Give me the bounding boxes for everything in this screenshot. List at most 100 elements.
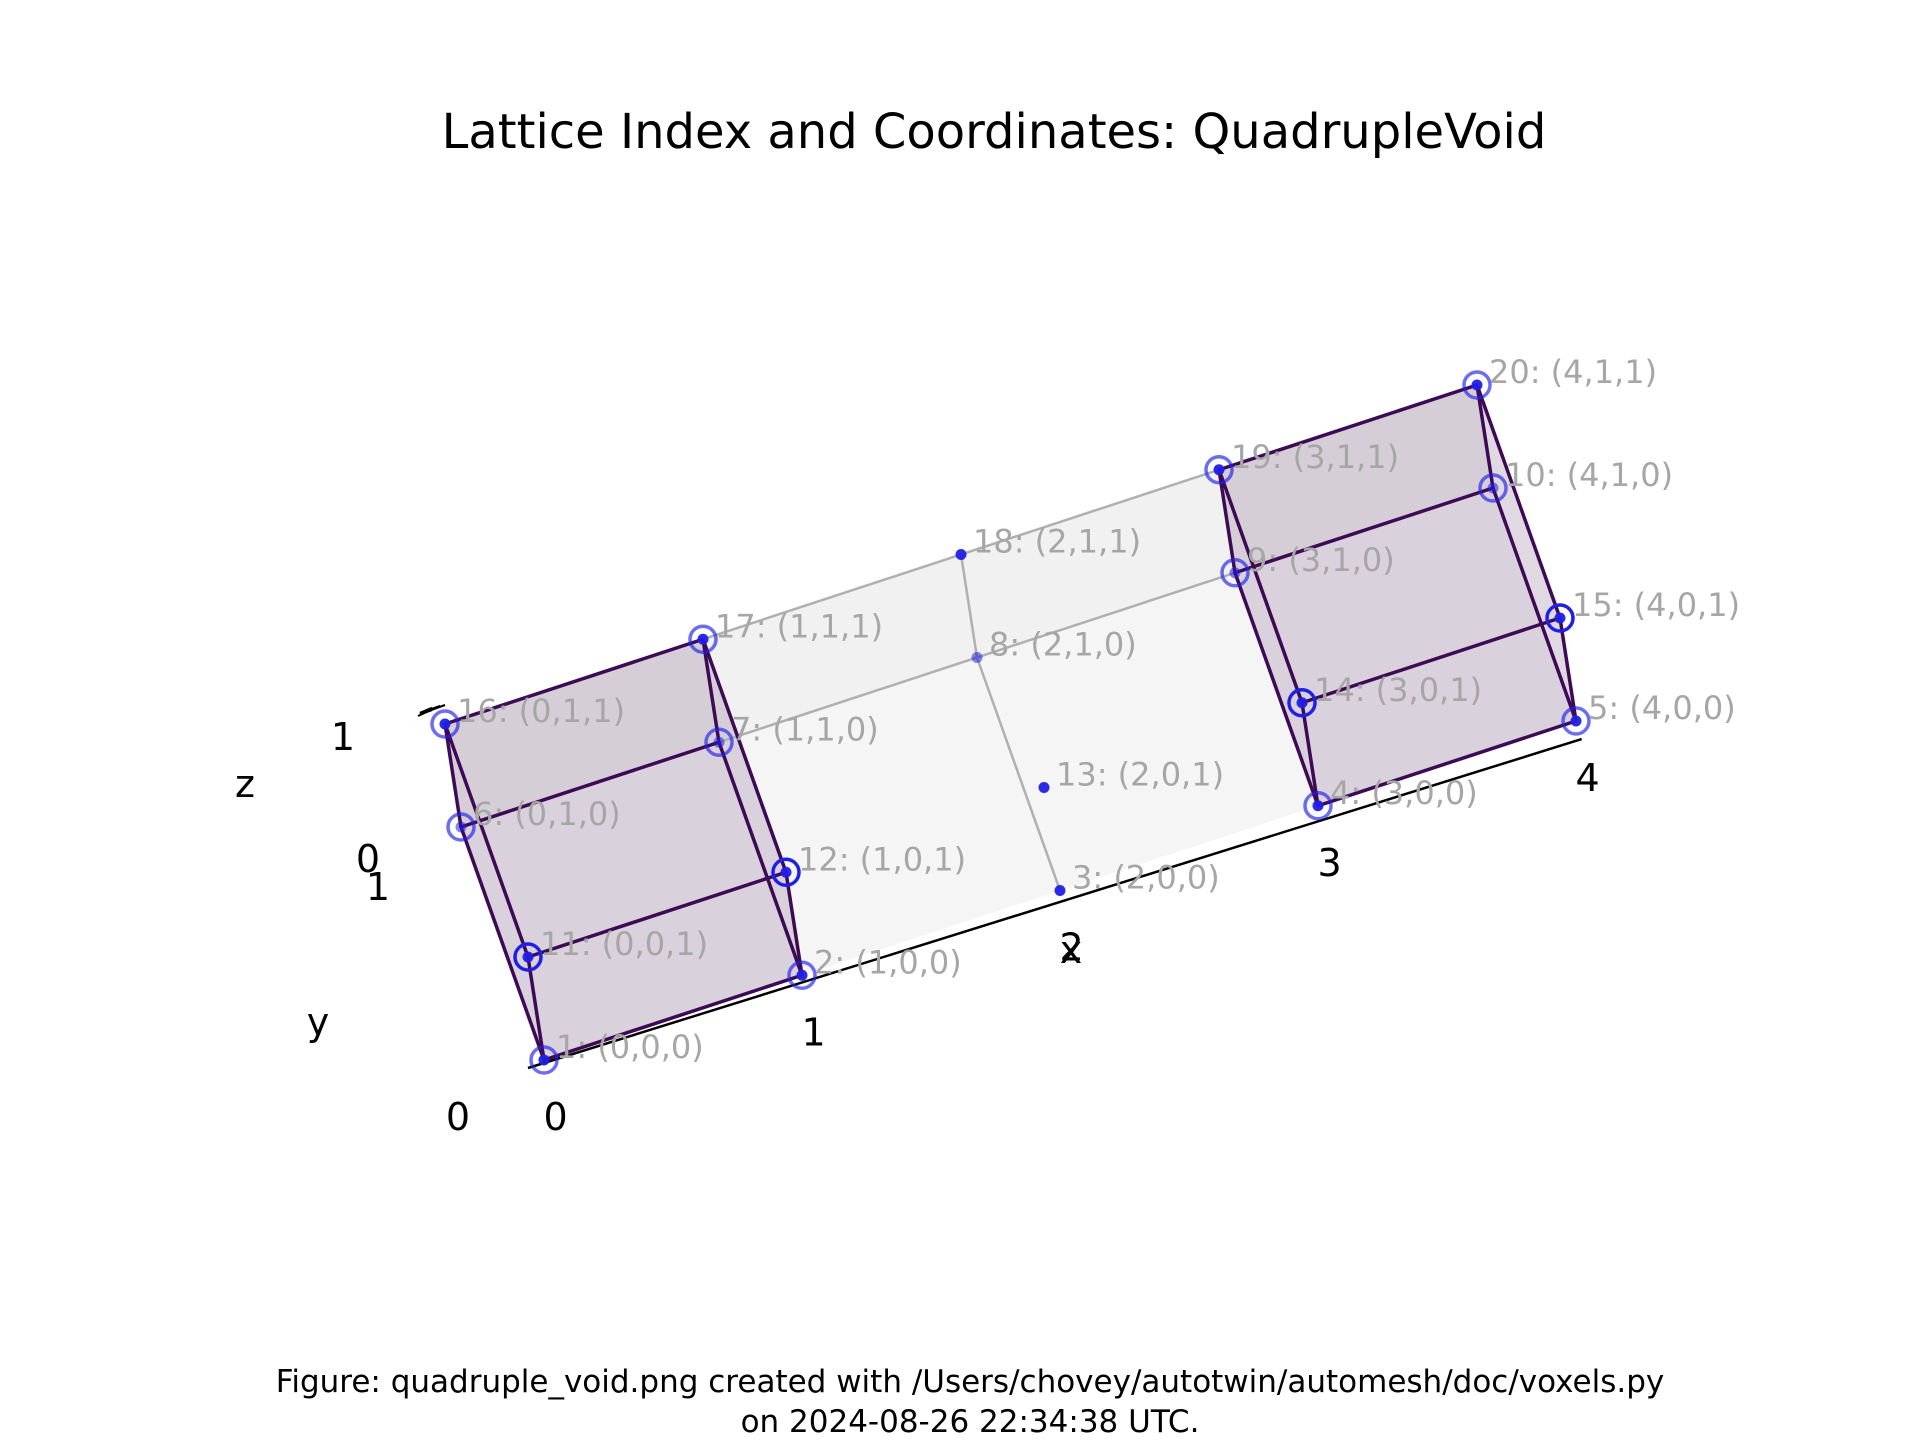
point-label: 8: (2,1,0) bbox=[989, 626, 1137, 664]
lattice-point-14: 14: (3,0,1) bbox=[1287, 671, 1482, 718]
x-tick-label: 2 bbox=[1060, 926, 1084, 970]
voxel-edge-2 bbox=[1475, 383, 1562, 620]
lattice-point-16: 16: (0,1,1) bbox=[430, 692, 625, 739]
x-tick-label: 0 bbox=[544, 1095, 568, 1139]
point-marker bbox=[1213, 464, 1225, 476]
point-label: 15: (4,0,1) bbox=[1572, 586, 1740, 624]
point-marker bbox=[1229, 567, 1241, 579]
point-label: 2: (1,0,0) bbox=[814, 943, 962, 981]
point-marker bbox=[455, 821, 467, 833]
y-tick-label: 1 bbox=[366, 865, 390, 909]
voxel-edge-2 bbox=[1300, 616, 1562, 705]
lattice-point-18: 18: (2,1,1) bbox=[955, 523, 1141, 561]
voxel-face-1 bbox=[528, 872, 802, 1060]
voxel-edge-2 bbox=[1316, 719, 1578, 808]
point-marker bbox=[971, 652, 983, 663]
point-label: 10: (4,1,0) bbox=[1505, 456, 1673, 494]
lattice-point-19: 19: (3,1,1) bbox=[1204, 438, 1399, 485]
corner-ring bbox=[529, 1045, 559, 1075]
corner-ring bbox=[1561, 706, 1591, 736]
z-tick-1c bbox=[419, 709, 433, 715]
voxel-edge-2 bbox=[1300, 701, 1320, 808]
corner-ring bbox=[787, 960, 817, 990]
lattice-point-6: 6: (0,1,0) bbox=[446, 795, 621, 842]
voxel-face-2 bbox=[1477, 385, 1576, 721]
lattice-point-5: 5: (4,0,0) bbox=[1561, 689, 1736, 736]
lattice-point-20: 20: (4,1,1) bbox=[1462, 353, 1657, 400]
point-marker bbox=[1487, 482, 1499, 494]
voxel-edge-1 bbox=[717, 740, 804, 977]
voxel-face-1 bbox=[461, 742, 802, 1060]
corner-ring bbox=[704, 727, 734, 757]
lattice-point-12: 12: (1,0,1) bbox=[771, 840, 966, 887]
voxel-edge-2 bbox=[1475, 383, 1495, 490]
z-tick-label: 0 bbox=[356, 837, 380, 881]
lattice-point-2: 2: (1,0,0) bbox=[787, 943, 962, 990]
voxel-edge-1 bbox=[542, 973, 804, 1062]
point-marker bbox=[1554, 612, 1566, 624]
point-marker bbox=[955, 549, 967, 560]
point-marker bbox=[1312, 800, 1324, 812]
x-axis-label: x bbox=[1060, 928, 1083, 972]
y-tick-label: 0 bbox=[446, 1095, 470, 1139]
voxel-edge-2 bbox=[1217, 468, 1304, 705]
point-marker bbox=[1054, 885, 1066, 896]
x-tick-label: 4 bbox=[1576, 756, 1600, 800]
point-label: 14: (3,0,1) bbox=[1314, 671, 1482, 709]
voxel-face-1 bbox=[445, 724, 544, 1060]
voxel-edge-2 bbox=[1217, 383, 1479, 472]
lattice-point-11: 11: (0,0,1) bbox=[513, 925, 708, 972]
axis-mark-b bbox=[360, 714, 418, 730]
point-marker bbox=[1296, 697, 1308, 709]
lattice-point-1: 1: (0,0,0) bbox=[529, 1028, 704, 1075]
voxel-edge-2 bbox=[1233, 571, 1320, 808]
point-label: 1: (0,0,0) bbox=[556, 1028, 704, 1066]
lattice-point-7: 7: (1,1,0) bbox=[704, 710, 879, 757]
point-label: 18: (2,1,1) bbox=[973, 523, 1141, 561]
voxel-edge-2 bbox=[1217, 468, 1237, 575]
corner-ring bbox=[513, 942, 543, 972]
corner-ring bbox=[1303, 791, 1333, 821]
voxel-face-1 bbox=[445, 639, 719, 827]
chart-title: Lattice Index and Coordinates: Quadruple… bbox=[442, 104, 1547, 160]
corner-ring bbox=[446, 812, 476, 842]
corner-ring bbox=[1545, 603, 1575, 633]
voxel-edge-1 bbox=[443, 722, 463, 829]
point-label: 11: (0,0,1) bbox=[540, 925, 708, 963]
corner-ring bbox=[1462, 370, 1492, 400]
corner-ring bbox=[1204, 455, 1234, 485]
y-axis-label: y bbox=[307, 1000, 330, 1044]
lattice-point-13: 13: (2,0,1) bbox=[1038, 756, 1224, 794]
lattice-point-4: 4: (3,0,0) bbox=[1303, 774, 1478, 821]
point-marker bbox=[522, 951, 534, 963]
point-marker bbox=[1570, 715, 1582, 727]
voxel-edge-1 bbox=[459, 740, 721, 829]
lattice-edge bbox=[959, 554, 979, 658]
corner-ring bbox=[430, 709, 460, 739]
voxel-face-1 bbox=[703, 639, 802, 976]
x-tick-label: 3 bbox=[1318, 841, 1342, 885]
voxel-face-2 bbox=[1302, 618, 1576, 806]
lattice-point-17: 17: (1,1,1) bbox=[688, 607, 883, 654]
voxel-edge-1 bbox=[784, 870, 804, 977]
point-label: 5: (4,0,0) bbox=[1588, 689, 1736, 727]
corner-ring bbox=[1478, 473, 1508, 503]
lattice-point-10: 10: (4,1,0) bbox=[1478, 456, 1673, 503]
voxel-edge-2 bbox=[1491, 486, 1578, 723]
lattice-edge bbox=[975, 657, 1062, 891]
corner-ring bbox=[1220, 558, 1250, 588]
voxel-edge-1 bbox=[443, 637, 705, 726]
voxel-face-2 bbox=[1235, 488, 1576, 806]
point-marker bbox=[713, 736, 725, 748]
voxel-edge-1 bbox=[701, 637, 721, 744]
x-axis-line bbox=[527, 737, 1582, 1070]
lattice-point-15: 15: (4,0,1) bbox=[1545, 586, 1740, 633]
voxel-face-2 bbox=[1219, 385, 1493, 573]
voxel-edge-1 bbox=[459, 825, 546, 1062]
voxel-edge-1 bbox=[526, 955, 546, 1062]
point-label: 19: (3,1,1) bbox=[1231, 438, 1399, 476]
voxel-edge-1 bbox=[443, 722, 530, 959]
figure-caption-line1: Figure: quadruple_void.png created with … bbox=[276, 1364, 1665, 1400]
voxel-edge-2 bbox=[1558, 616, 1578, 723]
